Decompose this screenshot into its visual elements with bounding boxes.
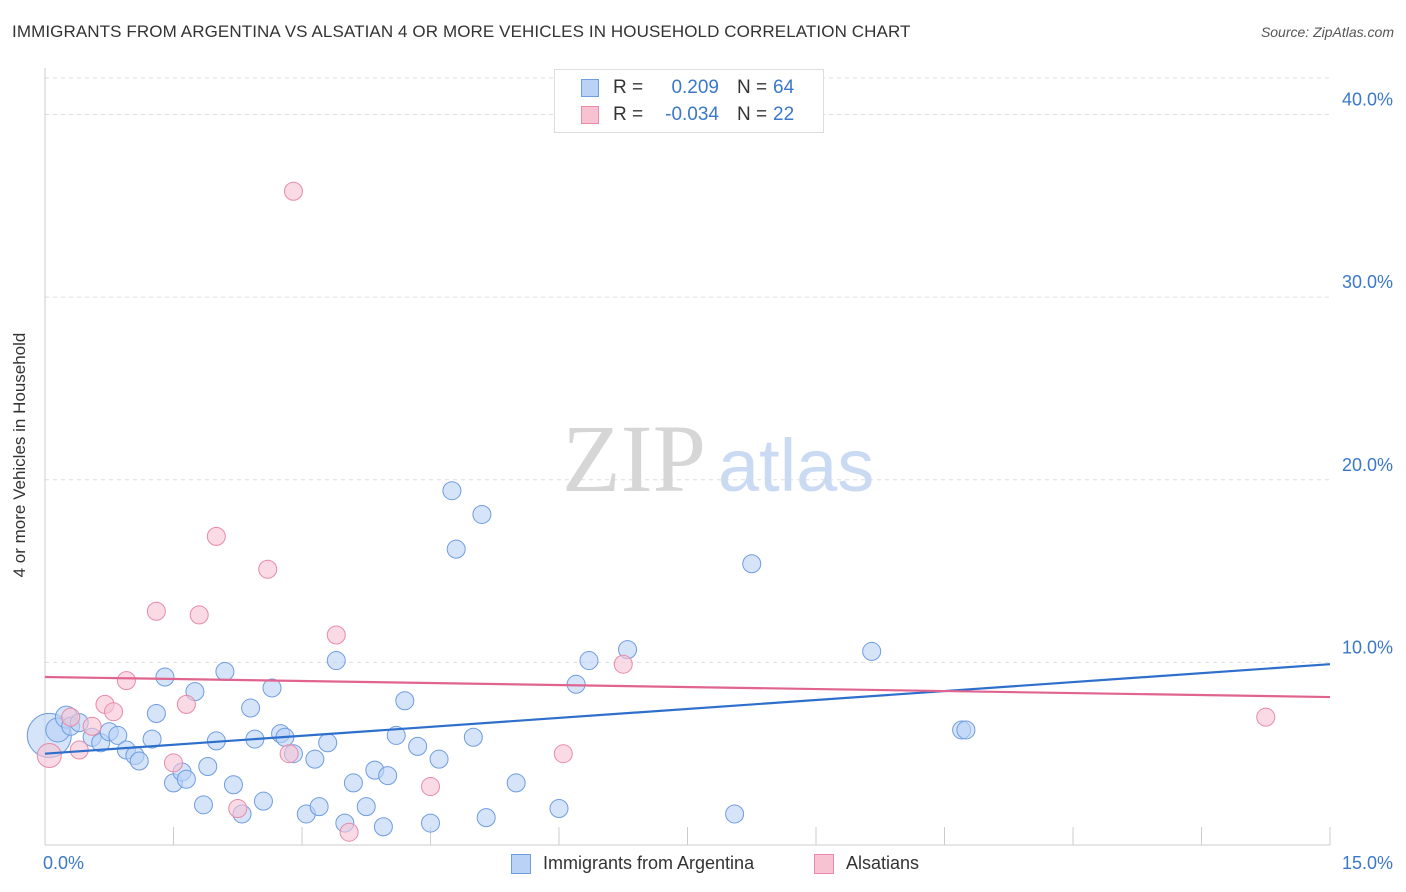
point-argentina (198, 756, 218, 776)
point-argentina (326, 651, 346, 671)
point-argentina (129, 751, 149, 771)
point-alsatians (104, 702, 124, 722)
point-argentina (223, 775, 243, 795)
point-alsatians (82, 716, 102, 736)
point-alsatians (421, 777, 440, 797)
stats-r-label: R = (613, 77, 644, 98)
point-alsatians (61, 707, 81, 727)
point-argentina (476, 808, 496, 828)
point-alsatians (613, 654, 633, 674)
point-argentina (862, 641, 882, 661)
point-argentina (446, 539, 466, 559)
point-argentina (146, 704, 166, 724)
point-argentina (215, 662, 235, 682)
watermark-zip: ZIP (562, 405, 706, 512)
legend-label-alsatians: Alsatians (846, 853, 920, 873)
watermark-atlas: atlas (718, 424, 874, 507)
stats-r-label: R = (613, 104, 644, 125)
legend-label-argentina: Immigrants from Argentina (543, 853, 755, 873)
point-argentina (309, 797, 329, 817)
point-alsatians (283, 181, 303, 201)
point-argentina (262, 678, 282, 698)
legend: Immigrants from Argentina Alsatians (0, 852, 1406, 878)
tick-labels: 10.0% 20.0% 30.0% 40.0% 0.0% 15.0% (43, 90, 1393, 873)
point-alsatians (189, 605, 209, 625)
y-tick-label: 10.0% (1342, 637, 1393, 657)
stats-swatch-alsatians (581, 106, 599, 124)
trend-line-argentina (44, 663, 1331, 755)
y-axis-label: 4 or more Vehicles in Household (10, 332, 29, 578)
point-alsatians (164, 753, 183, 773)
point-argentina (956, 720, 976, 740)
y-tick-label: 20.0% (1342, 455, 1393, 475)
point-argentina (176, 769, 196, 789)
stats-n-label: N = (737, 77, 768, 98)
stats-row-argentina: R = 0.209 N = 64 (555, 75, 823, 101)
point-alsatians (339, 822, 359, 842)
x-tick-label: 0.0% (43, 853, 84, 873)
trend-lines (44, 663, 1331, 755)
point-alsatians (36, 743, 62, 769)
watermark: ZIP atlas (562, 405, 874, 512)
trend-line-alsatians (44, 675, 1331, 699)
x-tick-label: 15.0% (1342, 853, 1393, 873)
point-argentina (395, 691, 415, 711)
point-alsatians (1256, 707, 1276, 727)
point-argentina (408, 736, 428, 756)
point-argentina (386, 725, 406, 745)
source-label: Source: ZipAtlas.com (1260, 24, 1394, 40)
stats-n-label: N = (737, 104, 768, 125)
point-argentina (373, 817, 393, 837)
point-alsatians (116, 671, 136, 691)
stats-r-value: -0.034 (665, 104, 719, 125)
point-argentina (579, 651, 599, 671)
stats-row-alsatians: R = -0.034 N = 22 (555, 102, 823, 128)
point-argentina (378, 766, 398, 786)
point-argentina (318, 733, 338, 753)
point-argentina (253, 791, 273, 811)
y-tick-label: 30.0% (1342, 272, 1393, 292)
point-argentina (421, 813, 440, 833)
point-argentina (506, 773, 526, 793)
stats-r-value: 0.209 (671, 77, 719, 98)
point-argentina (463, 727, 483, 747)
stats-n-value: 64 (773, 77, 795, 98)
point-alsatians (326, 625, 346, 645)
stats-swatch-argentina (581, 79, 599, 97)
legend-swatch-alsatians (814, 854, 834, 874)
point-argentina (429, 749, 449, 769)
point-argentina (305, 749, 325, 769)
point-argentina (742, 554, 762, 574)
point-alsatians (228, 798, 248, 818)
point-alsatians (146, 601, 166, 621)
point-argentina (442, 481, 462, 501)
data-points (26, 181, 1276, 842)
point-argentina (108, 725, 128, 745)
point-argentina (725, 804, 745, 824)
point-alsatians (553, 744, 573, 764)
point-argentina (155, 667, 175, 687)
point-alsatians (206, 526, 226, 546)
point-alsatians (279, 744, 299, 764)
grid-lines (45, 77, 1330, 663)
legend-swatch-argentina (511, 854, 531, 874)
stats-n-value: 22 (773, 104, 795, 125)
point-argentina (142, 729, 162, 749)
point-argentina (472, 504, 492, 524)
point-alsatians (176, 694, 196, 714)
stats-box: R = 0.209 N = 64 R = -0.034 N = 22 (554, 69, 824, 133)
y-tick-label: 40.0% (1342, 90, 1393, 110)
point-argentina (356, 797, 376, 817)
point-argentina (193, 795, 213, 815)
point-alsatians (258, 559, 278, 579)
point-argentina (241, 698, 261, 718)
point-argentina (549, 798, 569, 818)
chart-title: IMMIGRANTS FROM ARGENTINA VS ALSATIAN 4 … (12, 22, 911, 41)
point-argentina (343, 773, 363, 793)
